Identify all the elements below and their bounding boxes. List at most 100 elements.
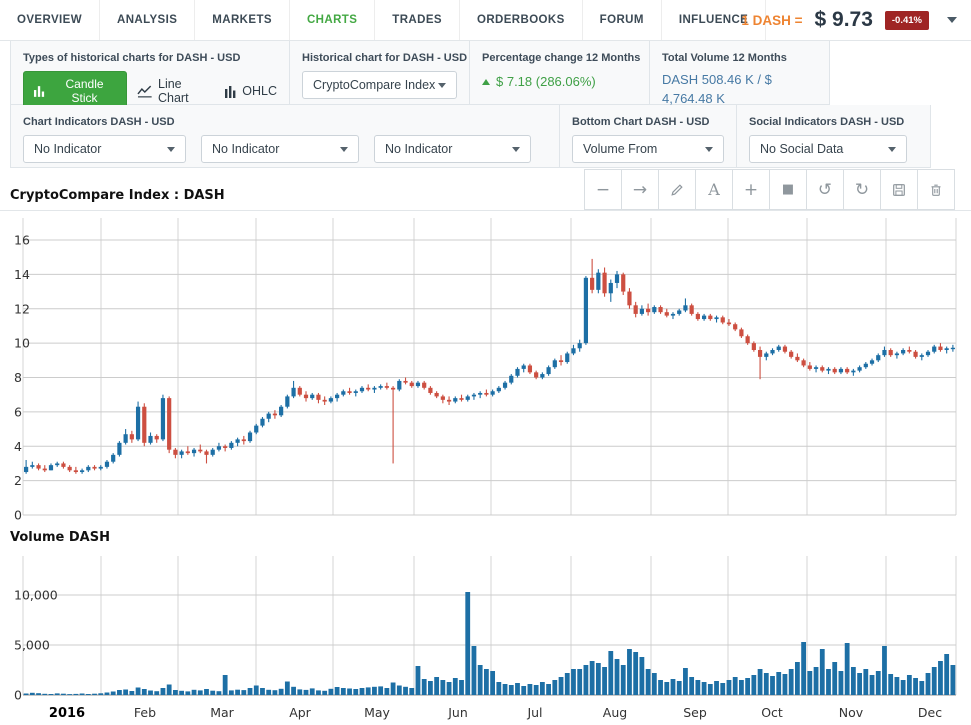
tab-charts[interactable]: CHARTS xyxy=(290,0,376,40)
pencil-icon xyxy=(669,182,685,198)
indicator-select-3[interactable]: No Indicator xyxy=(374,135,531,163)
x-tick-label-may: May xyxy=(364,705,390,720)
tab-influence[interactable]: INFLUENCE xyxy=(662,0,767,40)
bottom-chart-select[interactable]: Volume From xyxy=(572,135,724,163)
total-volume-box: Total Volume 12 Months DASH 508.46 K / $… xyxy=(650,41,830,106)
price-y-tick-label: 12 xyxy=(14,301,30,316)
price-chart[interactable]: 0 2 4 6 8 10 12 14 16 xyxy=(0,211,971,553)
x-tick-label-apr: Apr xyxy=(289,705,311,720)
volume-chart[interactable]: 0 5,000 10,000 2016 Feb Mar Apr May Jun Jul Aug Sep… xyxy=(0,553,971,725)
save-icon xyxy=(891,182,907,198)
x-tick-label-mar: Mar xyxy=(210,705,234,720)
toolbar-button-arrow-right[interactable]: → xyxy=(621,169,659,210)
ohlc-button[interactable]: OHLC xyxy=(224,84,277,98)
price-area: 1 DASH = $ 9.73 -0.41% xyxy=(741,0,957,40)
candle-stick-button[interactable]: Candle Stick xyxy=(23,71,128,111)
drawing-toolbar: − → A + ■ ↺ ↻ xyxy=(0,168,971,211)
chevron-down-icon[interactable] xyxy=(947,17,957,23)
historical-chart-title: Historical chart for DASH - USD xyxy=(302,52,468,64)
minus-icon: − xyxy=(595,179,611,200)
x-tick-label-dec: Dec xyxy=(918,705,942,720)
trash-icon xyxy=(928,182,944,198)
x-tick-label-jun: Jun xyxy=(447,705,468,720)
price-chart-title: CryptoCompare Index : DASH xyxy=(10,188,225,203)
chart-type-box: Types of historical charts for DASH - US… xyxy=(10,41,290,111)
bottom-chart-title: Bottom Chart DASH - USD xyxy=(572,116,710,128)
chevron-down-icon xyxy=(512,146,520,152)
tab-trades-label: TRADES xyxy=(392,14,442,26)
candlestick-chart-icon xyxy=(33,85,45,97)
tab-influence-label: INFLUENCE xyxy=(678,14,749,26)
total-volume-value: DASH 508.46 K / $ 4,764.48 K xyxy=(662,72,772,106)
indicator-3-value: No Indicator xyxy=(385,142,453,156)
social-indicators-title: Social Indicators DASH - USD xyxy=(749,116,905,128)
chart-indicators-box: Chart Indicators DASH - USD No Indicator… xyxy=(10,105,560,168)
up-triangle-icon xyxy=(482,78,490,85)
toolbar-button-trash[interactable] xyxy=(917,169,955,210)
redo-icon: ↻ xyxy=(854,179,870,200)
historical-chart-select[interactable]: CryptoCompare Index xyxy=(302,71,457,99)
toolbar-button-square[interactable]: ■ xyxy=(769,169,807,210)
toolbar-button-text[interactable]: A xyxy=(695,169,733,210)
chart-type-title: Types of historical charts for DASH - US… xyxy=(23,52,241,64)
arrow-right-icon: → xyxy=(632,179,648,200)
candle-stick-label: Candle Stick xyxy=(65,77,104,105)
price-y-tick-label: 10 xyxy=(14,336,30,351)
toolbar-button-redo[interactable]: ↻ xyxy=(843,169,881,210)
tab-markets[interactable]: MARKETS xyxy=(195,0,290,40)
square-icon: ■ xyxy=(781,182,795,197)
social-indicators-select[interactable]: No Social Data xyxy=(749,135,907,163)
candles-group xyxy=(24,258,955,474)
current-price: $ 9.73 xyxy=(814,8,873,31)
percentage-change-box: Percentage change 12 Months $ 7.18 (286.… xyxy=(470,41,650,105)
indicator-select-2[interactable]: No Indicator xyxy=(201,135,359,163)
toolbar-button-plus[interactable]: + xyxy=(732,169,770,210)
social-indicators-box: Social Indicators DASH - USD No Social D… xyxy=(737,105,931,168)
volume-y-tick-label: 10,000 xyxy=(14,588,58,603)
pair-label: 1 DASH = xyxy=(741,12,803,28)
bottom-chart-selected-value: Volume From xyxy=(583,142,658,156)
chevron-down-icon xyxy=(705,146,713,152)
tab-overview[interactable]: OVERVIEW xyxy=(0,0,100,40)
x-tick-label-nov: Nov xyxy=(839,705,864,720)
chevron-down-icon xyxy=(888,146,896,152)
bottom-chart-box: Bottom Chart DASH - USD Volume From xyxy=(560,105,737,168)
volume-grid xyxy=(22,556,957,696)
tab-forum[interactable]: FORUM xyxy=(583,0,662,40)
text-icon: A xyxy=(708,180,720,199)
price-y-tick-label: 6 xyxy=(14,404,22,419)
toolbar-button-undo[interactable]: ↺ xyxy=(806,169,844,210)
x-tick-label-oct: Oct xyxy=(761,705,783,720)
total-volume-title: Total Volume 12 Months xyxy=(662,52,787,64)
price-grid xyxy=(22,218,957,516)
tab-trades[interactable]: TRADES xyxy=(375,0,460,40)
volume-y-tick-label: 0 xyxy=(14,688,22,703)
plus-icon: + xyxy=(743,179,759,200)
chevron-down-icon xyxy=(438,82,446,88)
x-tick-label-jul: Jul xyxy=(526,705,542,720)
indicator-select-1[interactable]: No Indicator xyxy=(23,135,186,163)
line-chart-label: Line Chart xyxy=(158,77,189,105)
indicator-2-value: No Indicator xyxy=(212,142,280,156)
line-chart-button[interactable]: Line Chart xyxy=(137,77,214,105)
percentage-change-value: $ 7.18 (286.06%) xyxy=(496,74,596,89)
x-tick-label-2016: 2016 xyxy=(49,706,85,721)
tab-analysis[interactable]: ANALYSIS xyxy=(100,0,196,40)
percentage-change-title: Percentage change 12 Months xyxy=(482,52,641,64)
tab-analysis-label: ANALYSIS xyxy=(116,14,178,26)
volume-chart-title: Volume DASH xyxy=(10,530,110,545)
x-tick-label-feb: Feb xyxy=(134,705,156,720)
chart-indicators-title: Chart Indicators DASH - USD xyxy=(23,116,175,128)
indicator-1-value: No Indicator xyxy=(34,142,102,156)
x-tick-label-sep: Sep xyxy=(683,705,707,720)
toolbar-button-pencil[interactable] xyxy=(658,169,696,210)
price-y-tick-label: 8 xyxy=(14,370,22,385)
toolbar-button-minus[interactable]: − xyxy=(584,169,622,210)
price-y-tick-label: 16 xyxy=(14,233,30,248)
tab-orderbooks[interactable]: ORDERBOOKS xyxy=(460,0,583,40)
tab-charts-label: CHARTS xyxy=(306,14,358,26)
toolbar-button-save[interactable] xyxy=(880,169,918,210)
price-y-tick-label: 14 xyxy=(14,267,30,282)
historical-chart-selected-value: CryptoCompare Index xyxy=(313,78,436,92)
tab-orderbooks-label: ORDERBOOKS xyxy=(476,14,565,26)
